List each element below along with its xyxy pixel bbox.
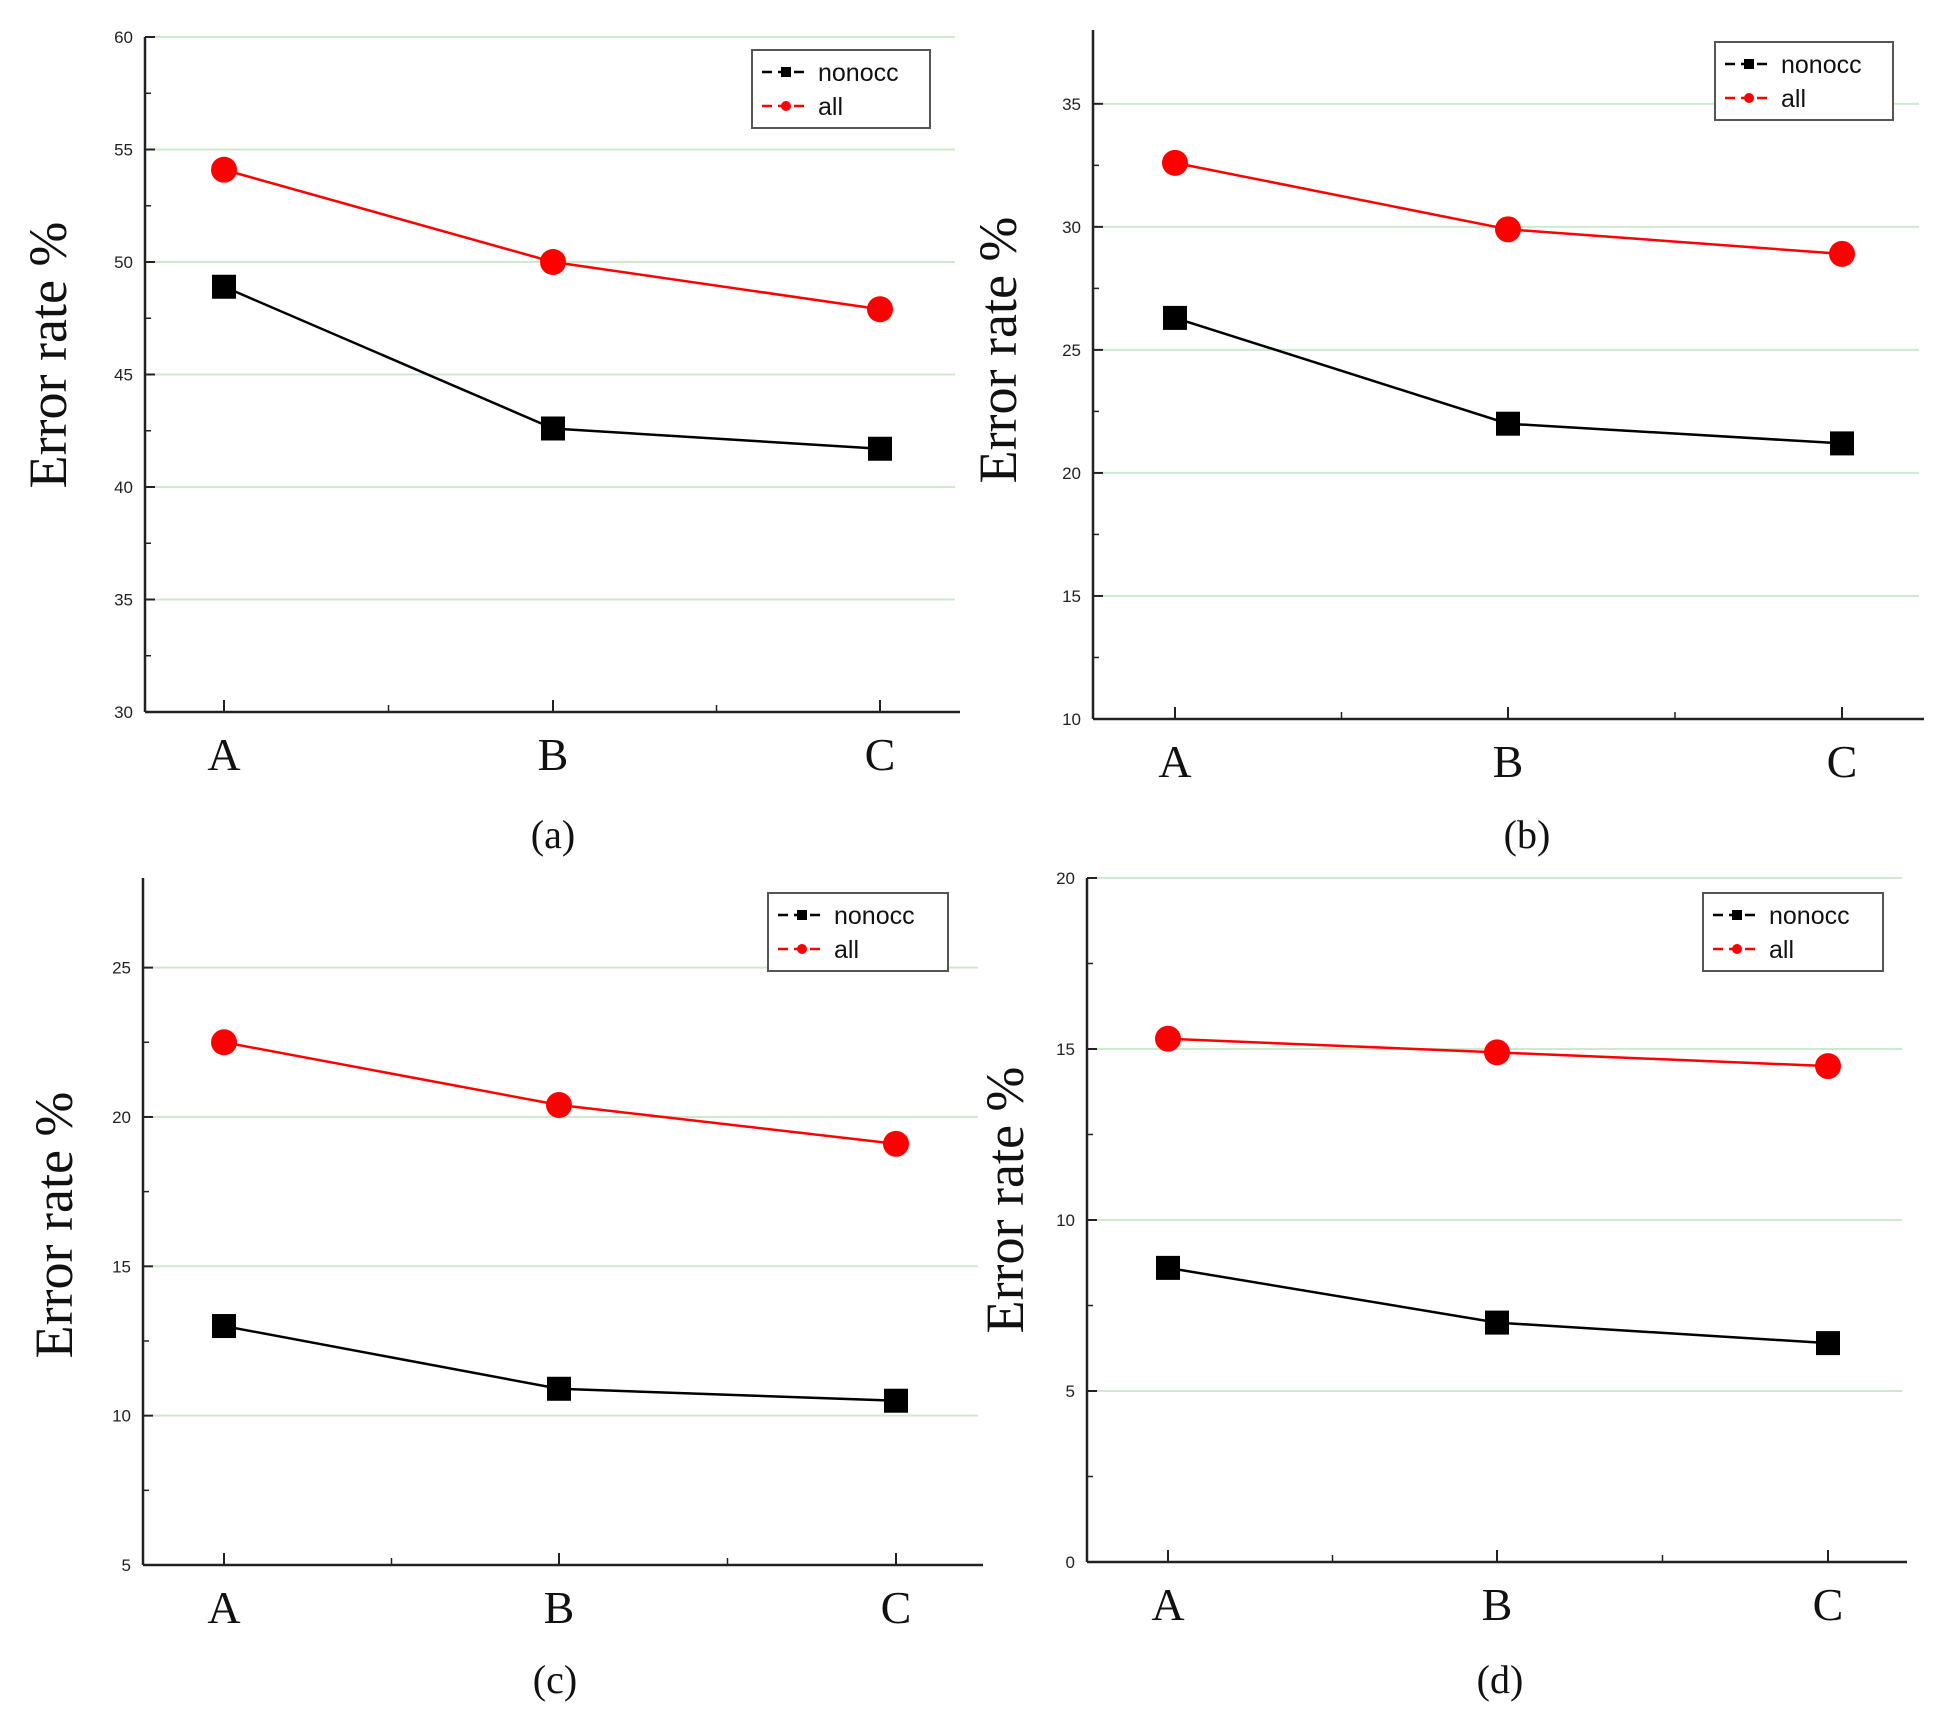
legend: nonocc all xyxy=(1714,41,1894,121)
point-nonocc xyxy=(212,1314,236,1339)
panel-caption: (d) xyxy=(1477,1657,1524,1702)
point-nonocc xyxy=(212,274,236,299)
legend-label-nonocc: nonocc xyxy=(834,902,915,930)
y-tick-label: 40 xyxy=(114,478,133,497)
y-tick-label: 30 xyxy=(1062,218,1081,237)
panel-caption: (c) xyxy=(533,1657,577,1702)
point-all xyxy=(1484,1039,1510,1066)
legend-marker-all xyxy=(797,944,807,954)
legend-box xyxy=(1714,41,1894,121)
point-nonocc xyxy=(1156,1255,1180,1280)
legend-label-nonocc: nonocc xyxy=(818,59,899,87)
y-tick-label: 15 xyxy=(112,1257,131,1276)
legend-marker-nonocc xyxy=(1732,910,1742,920)
x-tick-label: C xyxy=(865,729,896,780)
point-all xyxy=(1162,149,1188,176)
y-tick-label: 10 xyxy=(112,1407,131,1426)
y-tick-label: 20 xyxy=(1056,869,1075,888)
point-all xyxy=(540,249,566,275)
y-tick-label: 20 xyxy=(112,1108,131,1127)
x-tick-label: B xyxy=(538,729,569,780)
legend: nonocc all xyxy=(767,892,949,972)
legend-box xyxy=(767,892,949,972)
panel-d: 0 5 10 15 20 A B C Error rate % (d) nonocc all xyxy=(975,869,1907,1702)
x-tick-label: A xyxy=(207,1582,240,1633)
x-tick-label: A xyxy=(1151,1579,1184,1630)
point-nonocc xyxy=(1485,1310,1509,1335)
point-all xyxy=(211,1029,237,1056)
y-axis-label: Error rate % xyxy=(975,1067,1035,1334)
y-tick-label: 0 xyxy=(1066,1553,1075,1572)
x-tick-label: B xyxy=(1482,1579,1513,1630)
legend-label-all: all xyxy=(818,93,843,121)
y-tick-label: 35 xyxy=(1062,95,1081,114)
y-tick-label: 60 xyxy=(114,28,133,47)
point-nonocc xyxy=(884,1388,908,1413)
panel-c: 5 10 15 20 25 A B C Error rate % (c) nonocc all xyxy=(24,878,983,1702)
y-tick-label: 10 xyxy=(1056,1211,1075,1230)
y-tick-label: 50 xyxy=(114,253,133,272)
point-nonocc xyxy=(868,436,892,461)
legend-marker-all xyxy=(781,101,791,111)
y-axis-label: Error rate % xyxy=(18,222,78,489)
panel-caption: (a) xyxy=(531,812,575,857)
y-tick-label: 10 xyxy=(1062,710,1081,729)
legend: nonocc all xyxy=(751,49,931,129)
x-tick-label: C xyxy=(1813,1579,1844,1630)
y-tick-label: 5 xyxy=(122,1556,131,1575)
point-nonocc xyxy=(541,416,565,441)
y-tick-label: 5 xyxy=(1066,1382,1075,1401)
point-all xyxy=(1829,240,1855,267)
point-nonocc xyxy=(547,1376,571,1401)
point-all xyxy=(1155,1025,1181,1052)
x-tick-label: C xyxy=(881,1582,912,1633)
y-tick-label: 25 xyxy=(112,959,131,978)
legend-label-all: all xyxy=(1781,85,1806,113)
x-tick-label: A xyxy=(1158,736,1191,787)
legend-label-all: all xyxy=(1769,936,1794,964)
legend-marker-all xyxy=(1732,944,1742,954)
y-tick-label: 45 xyxy=(114,366,133,385)
y-axis-label: Error rate % xyxy=(968,217,1028,484)
point-nonocc xyxy=(1830,431,1854,456)
panel-b: 10 15 20 25 30 35 A B C Error rate % (b) nonocc all xyxy=(968,30,1924,857)
y-tick-label: 25 xyxy=(1062,341,1081,360)
series-line-all xyxy=(223,168,881,311)
y-tick-label: 35 xyxy=(114,591,133,610)
point-all xyxy=(1495,216,1521,243)
point-all xyxy=(883,1130,909,1157)
point-all xyxy=(211,156,237,183)
point-nonocc xyxy=(1496,411,1520,436)
point-nonocc xyxy=(1163,305,1187,330)
panel-a: 30 35 40 45 50 55 60 A B C Error rate % (a) nonocc al… xyxy=(18,28,960,857)
y-tick-label: 15 xyxy=(1056,1040,1075,1059)
x-tick-label: B xyxy=(1493,736,1524,787)
panel-caption: (b) xyxy=(1504,812,1551,857)
x-tick-label: A xyxy=(207,729,240,780)
legend-box xyxy=(751,49,931,129)
legend-label-nonocc: nonocc xyxy=(1781,51,1862,79)
y-tick-label: 20 xyxy=(1062,464,1081,483)
point-all xyxy=(1815,1053,1841,1080)
point-nonocc xyxy=(1816,1331,1840,1356)
legend-marker-nonocc xyxy=(797,910,807,920)
point-all xyxy=(546,1092,572,1119)
legend-label-all: all xyxy=(834,936,859,964)
legend-marker-nonocc xyxy=(781,67,791,77)
y-axis-label: Error rate % xyxy=(24,1092,84,1359)
legend-label-nonocc: nonocc xyxy=(1769,902,1850,930)
y-tick-label: 55 xyxy=(114,141,133,160)
y-tick-label: 30 xyxy=(114,703,133,722)
legend-marker-nonocc xyxy=(1744,59,1754,69)
point-all xyxy=(867,296,893,323)
legend-box xyxy=(1702,892,1884,972)
x-tick-label: C xyxy=(1827,736,1858,787)
x-tick-label: B xyxy=(544,1582,575,1633)
legend-marker-all xyxy=(1744,93,1754,103)
y-tick-label: 15 xyxy=(1062,587,1081,606)
legend: nonocc all xyxy=(1702,892,1884,972)
